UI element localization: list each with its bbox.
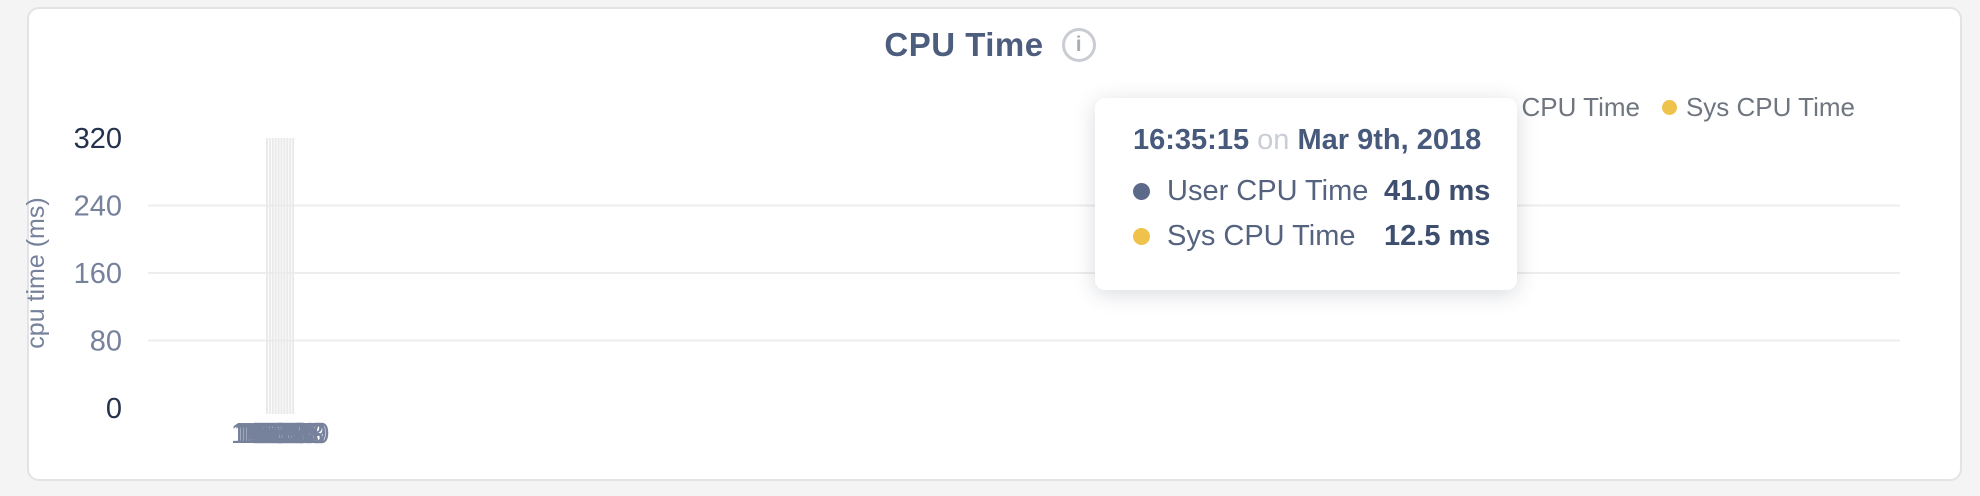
tooltip-series-value: 12.5 ms bbox=[1384, 220, 1491, 252]
user-cpu-dot-icon bbox=[1133, 183, 1150, 200]
x-axis-tick-label: 16:36 bbox=[245, 418, 318, 450]
info-icon[interactable]: i bbox=[1061, 28, 1096, 62]
x-axis-tick-label: 16:31 bbox=[231, 418, 304, 450]
y-axis-title: cpu time (ms) bbox=[22, 197, 50, 348]
x-axis-tick-label: 16:39 bbox=[254, 418, 327, 450]
legend-item-sys-cpu-time[interactable]: Sys CPU Time bbox=[1661, 92, 1855, 123]
sys-cpu-legend-dot-icon bbox=[1661, 100, 1677, 115]
x-axis-tick-label: 16:40 bbox=[257, 418, 330, 450]
y-axis-tick-label: 240 bbox=[74, 191, 122, 223]
x-axis-tick-label: 16:34 bbox=[239, 418, 312, 450]
chart-header: CPU Time i bbox=[0, 26, 1980, 64]
chart-card bbox=[27, 7, 1962, 481]
tooltip-series-label: User CPU Time bbox=[1167, 175, 1369, 207]
x-axis-tick-label: 16:37 bbox=[248, 418, 321, 450]
y-axis-tick-label: 160 bbox=[74, 258, 122, 290]
tooltip-date: Mar 9th, 2018 bbox=[1297, 124, 1482, 156]
tooltip-series-value: 41.0 ms bbox=[1384, 175, 1491, 207]
y-axis-tick-label: 0 bbox=[106, 393, 122, 425]
x-axis-tick-label: 16:33 bbox=[237, 418, 310, 450]
x-axis-tick-label: 16:38 bbox=[251, 418, 324, 450]
y-axis-tick-label: 320 bbox=[74, 123, 122, 155]
sys-cpu-dot-icon bbox=[1133, 228, 1150, 245]
y-axis-tick-label: 80 bbox=[90, 326, 122, 358]
legend-label: Sys CPU Time bbox=[1685, 92, 1855, 122]
tooltip-conjunction: on bbox=[1257, 124, 1290, 156]
chart-tooltip: 16:35:15 on Mar 9th, 2018 User CPU Time … bbox=[1095, 98, 1517, 290]
tooltip-series-label: Sys CPU Time bbox=[1167, 220, 1356, 252]
tooltip-header: 16:35:15 on Mar 9th, 2018 bbox=[1133, 124, 1481, 157]
x-axis-tick-label: 16:35 bbox=[242, 418, 315, 450]
tooltip-row: User CPU Time 41.0 ms bbox=[1133, 169, 1490, 214]
tooltip-row: Sys CPU Time 12.5 ms bbox=[1133, 214, 1490, 259]
tooltip-time: 16:35:15 bbox=[1133, 124, 1250, 156]
x-axis-tick-label: 16:32 bbox=[234, 418, 307, 450]
chart-title: CPU Time bbox=[884, 26, 1044, 63]
